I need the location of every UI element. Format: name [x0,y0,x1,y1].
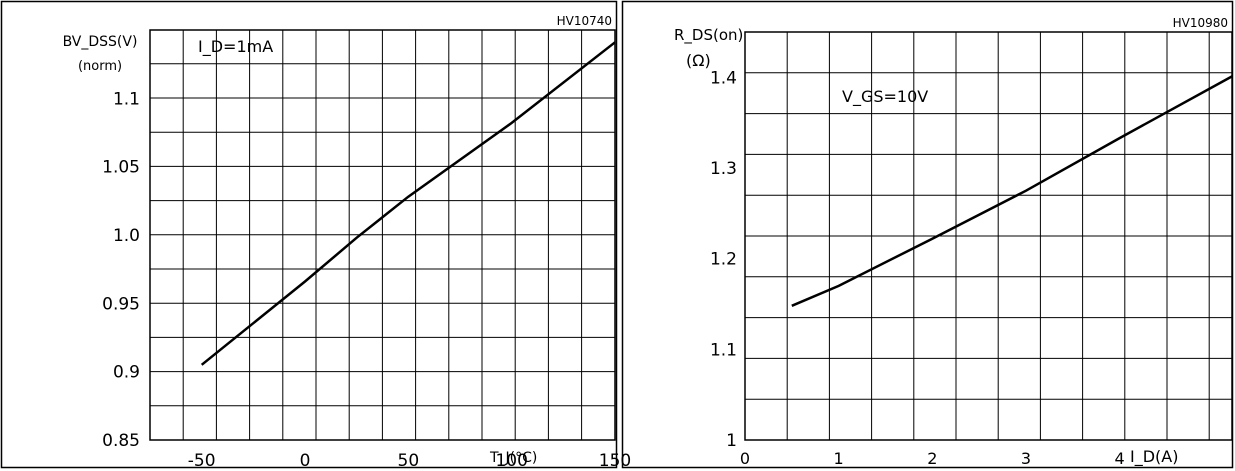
chart-rdson: HV10980 V_GS=10V R_DS(on) (Ω) I_D(A) 1 1.… [674,16,1233,468]
y-tick-label: 1.3 [710,159,737,179]
condition-label: I_D=1mA [198,37,273,57]
x-tick-labels: 0 1 2 3 4 [740,449,1125,468]
x-tick-label: 1 [834,449,844,468]
y-axis-sublabel: (Ω) [686,51,711,70]
plot-area-border [149,29,616,441]
y-tick-label: 1.2 [710,250,737,270]
y-tick-label: 1.05 [102,158,140,178]
x-tick-label: 3 [1021,449,1031,468]
y-tick-label: 1.1 [710,340,737,360]
grid [150,30,615,440]
x-axis-label: I_D(A) [1130,447,1178,467]
y-tick-label: 0.9 [113,363,140,383]
x-tick-label: -50 [188,451,216,471]
left-panel-frame [0,0,618,469]
x-tick-label: 4 [1115,449,1125,468]
y-tick-labels: 1 1.1 1.2 1.3 1.4 [710,68,737,451]
y-tick-labels: 0.9 0.95 1.0 1.05 1.1 [102,89,140,382]
grid [745,32,1232,440]
x-tick-label: 0 [740,449,750,468]
y-axis-label: R_DS(on) [674,26,743,45]
condition-label: V_GS=10V [842,87,928,107]
y-tick-label-bottom: 0.85 [102,431,140,451]
y-axis-label: BV_DSS(V) [63,34,138,50]
x-tick-label: 2 [927,449,937,468]
x-tick-label: 0 [300,451,311,471]
chart-code: HV10740 [557,14,612,28]
plot-area-border [744,31,1233,441]
series-line [791,75,1233,307]
y-tick-label: 1 [726,431,737,451]
x-tick-label: 150 [599,451,631,471]
y-tick-label: 0.95 [102,294,140,314]
chart-code: HV10980 [1173,16,1228,30]
x-tick-labels: -50 0 50 100 150 [188,451,631,471]
chart-bvdss: HV10740 I_D=1mA BV_DSS(V) (norm) T_J(°C)… [63,14,632,471]
y-tick-label: 1.0 [113,226,140,246]
x-tick-label: 100 [495,451,527,471]
series-line [200,41,616,366]
y-tick-label: 1.1 [113,89,140,109]
y-tick-label: 1.4 [710,68,737,88]
y-axis-sublabel: (norm) [78,59,122,74]
x-axis-label: T_J(°C) [489,450,537,466]
x-tick-label: 50 [398,451,420,471]
